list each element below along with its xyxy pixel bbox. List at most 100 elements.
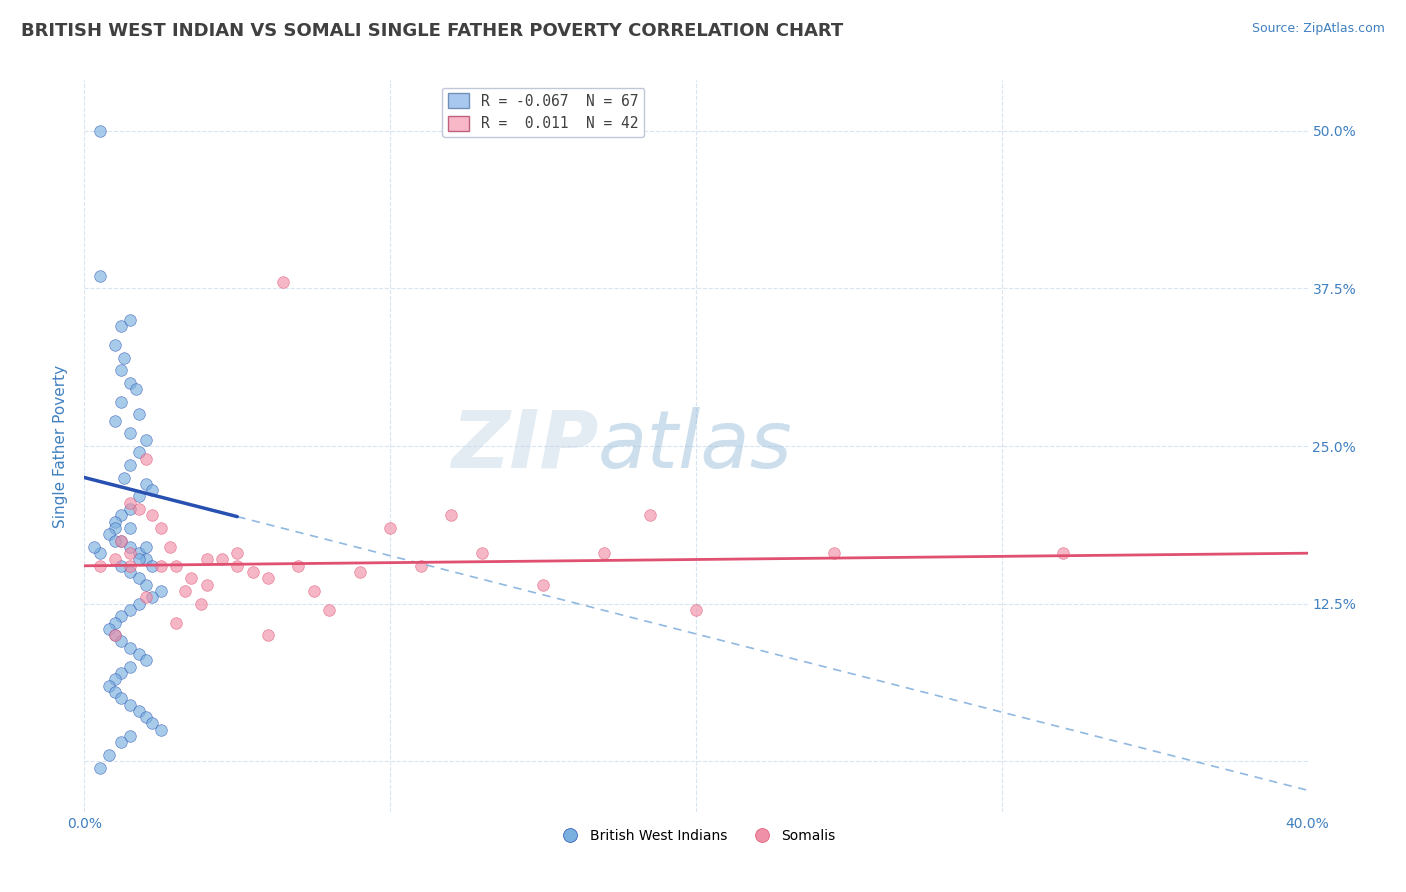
Point (287, 558, 309, 573)
Point (110, 558, 132, 573)
Point (83, 540, 105, 554)
Point (211, 552, 233, 566)
Point (135, 591, 157, 605)
Point (110, 533, 132, 548)
Point (120, 546, 142, 560)
Point (135, 476, 157, 491)
Point (89, 124, 111, 138)
Point (135, 433, 157, 447)
Point (409, 558, 432, 573)
Point (120, 496, 142, 510)
Text: Source: ZipAtlas.com: Source: ZipAtlas.com (1251, 22, 1385, 36)
Point (104, 628, 127, 642)
Y-axis label: Single Father Poverty: Single Father Poverty (53, 365, 69, 527)
Point (195, 552, 218, 566)
Point (380, 521, 402, 535)
Point (110, 363, 132, 377)
Point (149, 584, 172, 599)
Point (110, 508, 132, 523)
Point (1052, 546, 1074, 560)
Point (531, 578, 554, 592)
Point (110, 691, 132, 706)
Point (149, 521, 172, 535)
Point (141, 591, 163, 605)
Point (141, 558, 163, 573)
Point (97, 747, 120, 762)
Point (242, 565, 264, 579)
Point (89, 268, 111, 283)
Point (141, 508, 163, 523)
Text: atlas: atlas (598, 407, 793, 485)
Point (128, 704, 150, 718)
Point (104, 338, 127, 352)
Point (112, 351, 135, 365)
Point (593, 546, 616, 560)
Point (638, 508, 661, 523)
Point (141, 483, 163, 497)
Point (104, 685, 127, 699)
Point (135, 552, 157, 566)
Legend: British West Indians, Somalis: British West Indians, Somalis (551, 823, 841, 848)
Point (159, 540, 181, 554)
Point (110, 634, 132, 648)
Point (97, 679, 120, 693)
Point (141, 716, 163, 731)
Point (226, 546, 249, 560)
Point (104, 515, 127, 529)
Point (120, 565, 142, 579)
Point (195, 578, 218, 592)
Point (97, 527, 120, 541)
Point (97, 622, 120, 636)
Point (318, 603, 340, 617)
Point (226, 558, 249, 573)
Point (120, 458, 142, 472)
Point (165, 558, 187, 573)
Point (110, 319, 132, 334)
Point (120, 313, 142, 327)
Point (104, 414, 127, 428)
Text: BRITISH WEST INDIAN VS SOMALI SINGLE FATHER POVERTY CORRELATION CHART: BRITISH WEST INDIAN VS SOMALI SINGLE FAT… (21, 22, 844, 40)
Point (128, 408, 150, 422)
Point (89, 761, 111, 775)
Point (104, 615, 127, 630)
Point (120, 558, 142, 573)
Point (120, 521, 142, 535)
Point (128, 647, 150, 661)
Point (110, 609, 132, 624)
Point (128, 490, 150, 504)
Point (128, 597, 150, 611)
Point (110, 395, 132, 409)
Point (125, 382, 148, 396)
Point (440, 508, 463, 523)
Point (110, 735, 132, 749)
Point (120, 640, 142, 655)
Point (190, 597, 212, 611)
Point (112, 470, 135, 484)
Point (120, 426, 142, 441)
Point (823, 546, 845, 560)
Point (149, 558, 172, 573)
Point (135, 578, 157, 592)
Point (104, 552, 127, 566)
Point (120, 659, 142, 673)
Point (128, 502, 150, 516)
Point (104, 628, 127, 642)
Point (110, 665, 132, 680)
Point (128, 546, 150, 560)
Point (135, 540, 157, 554)
Point (165, 615, 187, 630)
Point (104, 521, 127, 535)
Point (128, 445, 150, 459)
Point (120, 376, 142, 390)
Point (104, 533, 127, 548)
Point (302, 584, 325, 599)
Point (104, 673, 127, 687)
Point (120, 603, 142, 617)
Point (128, 552, 150, 566)
Point (135, 710, 157, 724)
Point (471, 546, 494, 560)
Point (135, 653, 157, 667)
Point (349, 565, 371, 579)
Point (257, 628, 280, 642)
Point (89, 546, 111, 560)
